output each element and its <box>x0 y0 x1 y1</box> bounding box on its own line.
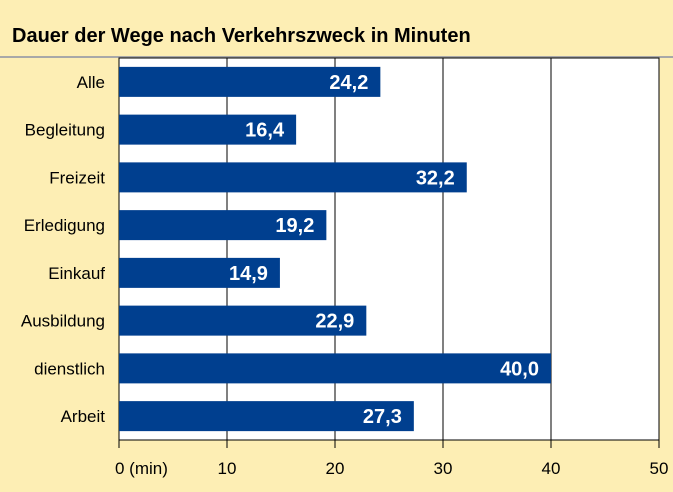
category-label: Erledigung <box>24 216 105 235</box>
bar <box>119 305 367 336</box>
x-tick-label: 30 <box>434 459 453 478</box>
category-label: Ausbildung <box>21 312 105 331</box>
data-label: 24,2 <box>329 72 368 94</box>
data-label: 19,2 <box>275 215 314 237</box>
data-label: 16,4 <box>245 120 285 142</box>
category-label: Einkauf <box>48 264 105 283</box>
bar <box>119 66 381 97</box>
bar <box>119 210 327 241</box>
x-axis: 0 (min) 10 20 30 40 50 <box>115 440 668 478</box>
category-labels: Alle Begleitung Freizeit Erledigung Einkauf A… <box>21 73 105 426</box>
bar <box>119 353 551 384</box>
bar <box>119 401 414 432</box>
bars: 24,2 16,4 32,2 19,2 14,9 22,9 40,0 27,3 <box>119 66 551 432</box>
x-tick-label: 50 <box>650 459 669 478</box>
x-tick-label: 20 <box>326 459 345 478</box>
bar <box>119 162 467 193</box>
category-label: Freizeit <box>49 168 105 187</box>
x-tick-label: 0 (min) <box>115 459 168 478</box>
data-label: 22,9 <box>315 311 354 333</box>
data-label: 14,9 <box>229 263 268 285</box>
category-label: Alle <box>77 73 105 92</box>
category-label: dienstlich <box>34 359 105 378</box>
data-label: 32,2 <box>416 167 455 189</box>
x-tick-label: 40 <box>542 459 561 478</box>
data-label: 27,3 <box>363 406 402 428</box>
category-label: Begleitung <box>25 121 105 140</box>
bar <box>119 114 297 145</box>
bar <box>119 257 280 288</box>
chart-title: Dauer der Wege nach Verkehrszweck in Min… <box>12 25 471 47</box>
data-label: 40,0 <box>500 358 539 380</box>
x-tick-label: 10 <box>218 459 237 478</box>
category-label: Arbeit <box>61 407 106 426</box>
